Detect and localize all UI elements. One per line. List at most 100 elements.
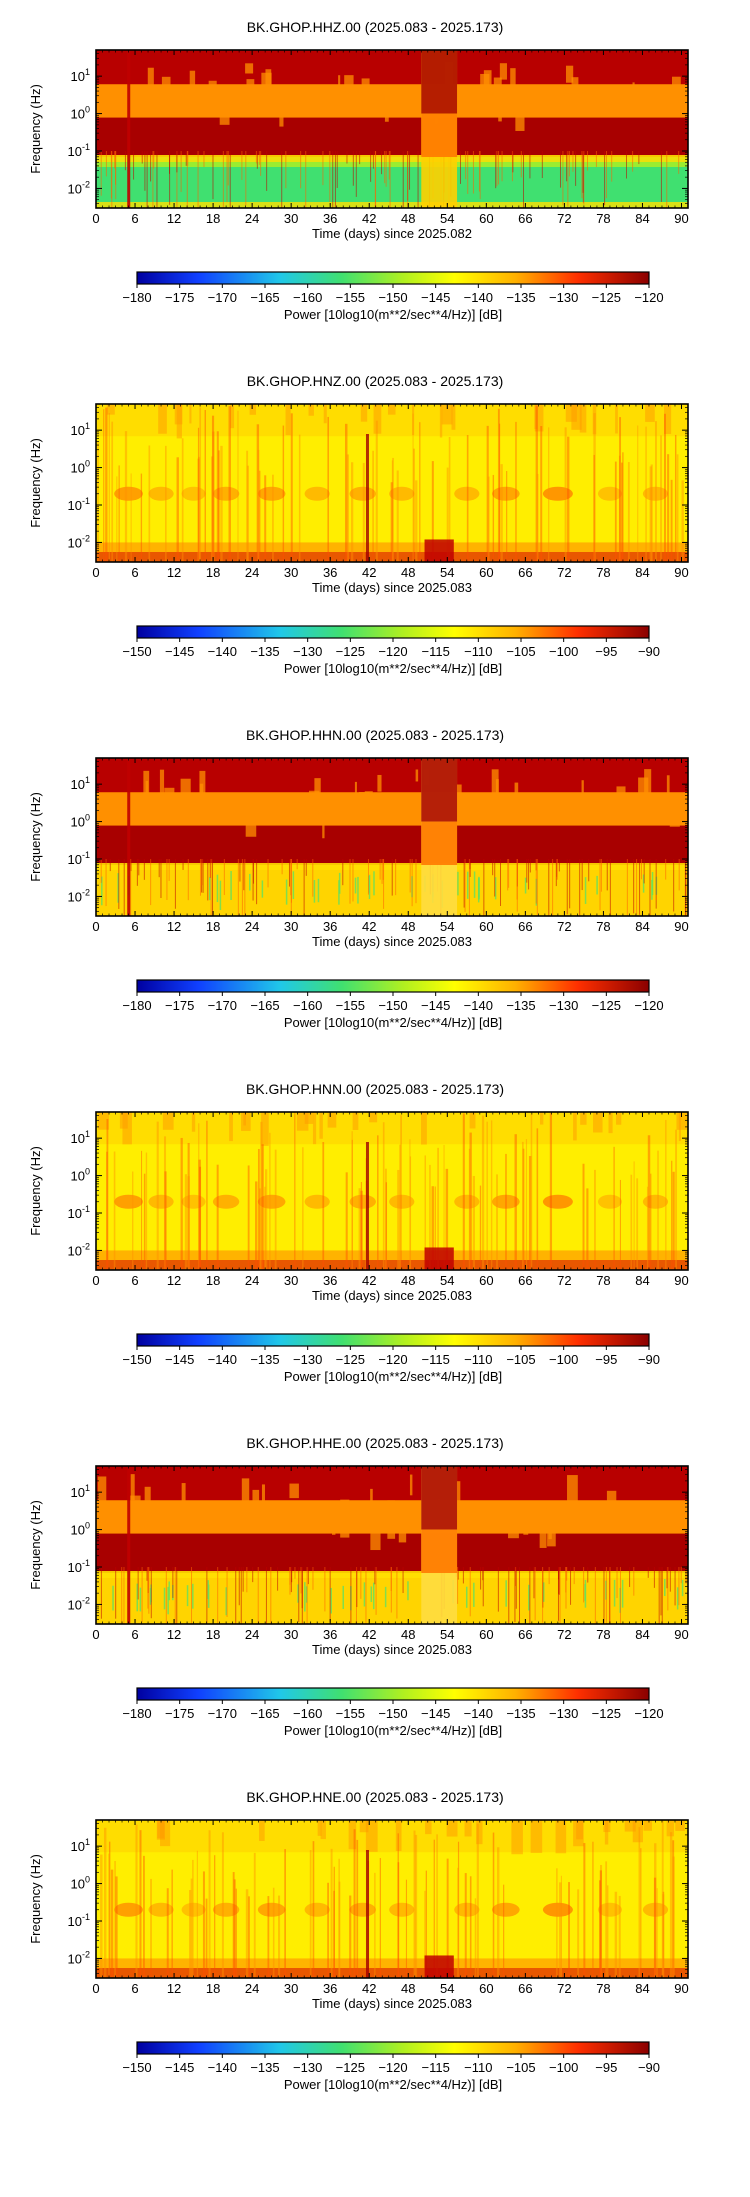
x-tick-label: 66 — [518, 1273, 532, 1288]
x-tick-label: 6 — [131, 1273, 138, 1288]
x-tick-label: 18 — [206, 919, 220, 934]
spectrogram-field — [96, 404, 688, 562]
x-tick-label: 48 — [401, 1981, 415, 1996]
x-tick-label: 60 — [479, 1273, 493, 1288]
x-tick-label: 0 — [92, 1627, 99, 1642]
x-axis-label: Time (days) since 2025.083 — [312, 580, 472, 595]
y-axis-label: Frequency (Hz) — [28, 1500, 43, 1590]
x-tick-label: 12 — [167, 1273, 181, 1288]
x-axis: 0 6 12 18 24 30 36 42 48 54 60 66 72 78 84 90 — [92, 758, 689, 934]
x-tick-label: 54 — [440, 565, 454, 580]
plot-frame — [95, 1111, 689, 1271]
colorbar-tick-label: −105 — [506, 1352, 535, 1367]
colorbar-tick-label: −130 — [293, 2060, 322, 2075]
x-tick-label: 54 — [440, 211, 454, 226]
y-tick-label: 10-1 — [68, 850, 90, 867]
colorbar-tick-label: −95 — [595, 2060, 617, 2075]
y-tick-label: 10-1 — [68, 496, 90, 513]
colorbar-tick-label: −125 — [592, 998, 621, 1013]
y-tick-label: 101 — [71, 1837, 90, 1854]
colorbar-tick-label: −140 — [464, 998, 493, 1013]
x-tick-label: 36 — [323, 1981, 337, 1996]
colorbar-label: Power [10log10(m**2/sec**4/Hz)] [dB] — [284, 307, 502, 322]
colorbar-tick-label: −120 — [378, 1352, 407, 1367]
x-axis-label: Time (days) since 2025.083 — [312, 1996, 472, 2011]
colorbar-tick-label: −165 — [250, 290, 279, 305]
x-tick-label: 66 — [518, 1981, 532, 1996]
colorbar-tick-label: −150 — [378, 290, 407, 305]
colorbar-tick-label: −180 — [122, 1706, 151, 1721]
x-tick-label: 48 — [401, 1627, 415, 1642]
plot-frame — [95, 757, 689, 917]
x-tick-label: 84 — [635, 1981, 649, 1996]
x-tick-label: 24 — [245, 919, 259, 934]
chart-title: BK.GHOP.HNE.00 (2025.083 - 2025.173) — [246, 1789, 503, 1805]
colorbar-gradient — [136, 1333, 650, 1347]
colorbar-tick-label: −95 — [595, 1352, 617, 1367]
colorbar-tick-label: −140 — [464, 1706, 493, 1721]
y-tick-label: 100 — [71, 1875, 90, 1892]
x-tick-label: 84 — [635, 919, 649, 934]
y-axis: 101 100 10-1 10-2 — [68, 403, 688, 563]
x-tick-label: 60 — [479, 1981, 493, 1996]
x-tick-label: 18 — [206, 1273, 220, 1288]
x-tick-label: 42 — [362, 1273, 376, 1288]
y-axis: 101 100 10-1 10-2 — [68, 757, 688, 917]
y-axis-label: Frequency (Hz) — [28, 792, 43, 882]
colorbar-tick-label: −160 — [293, 998, 322, 1013]
x-tick-label: 90 — [674, 1627, 688, 1642]
y-tick-label: 10-1 — [68, 1204, 90, 1221]
colorbar-tick-label: −120 — [378, 644, 407, 659]
x-tick-label: 30 — [284, 565, 298, 580]
colorbar-tick-label: −115 — [422, 1352, 450, 1367]
x-axis-label: Time (days) since 2025.082 — [312, 226, 472, 241]
x-tick-label: 12 — [167, 1981, 181, 1996]
x-tick-label: 72 — [557, 919, 571, 934]
colorbar-label: Power [10log10(m**2/sec**4/Hz)] [dB] — [284, 2077, 502, 2092]
x-tick-label: 66 — [518, 1627, 532, 1642]
x-axis: 0 6 12 18 24 30 36 42 48 54 60 66 72 78 84 90 — [92, 1820, 689, 1996]
colorbar-tick-label: −170 — [208, 998, 237, 1013]
x-tick-label: 30 — [284, 919, 298, 934]
colorbar-tick-label: −130 — [293, 644, 322, 659]
colorbar-tick-label: −135 — [506, 290, 535, 305]
colorbar-tick-label: −145 — [165, 644, 194, 659]
colorbar-tick-label: −180 — [122, 998, 151, 1013]
colorbar-label: Power [10log10(m**2/sec**4/Hz)] [dB] — [284, 1369, 502, 1384]
x-tick-label: 66 — [518, 565, 532, 580]
x-tick-label: 36 — [323, 211, 337, 226]
colorbar-gradient — [136, 271, 650, 285]
x-tick-label: 30 — [284, 1627, 298, 1642]
x-tick-label: 66 — [518, 211, 532, 226]
colorbar-tick-label: −165 — [250, 998, 279, 1013]
x-axis: 0 6 12 18 24 30 36 42 48 54 60 66 72 78 84 90 — [92, 404, 689, 580]
chart-title: BK.GHOP.HNZ.00 (2025.083 - 2025.173) — [247, 373, 504, 389]
colorbar-tick-label: −150 — [122, 1352, 151, 1367]
y-tick-label: 101 — [71, 67, 90, 84]
plot-frame — [95, 49, 689, 209]
colorbar-tick-label: −115 — [422, 644, 450, 659]
y-axis-label: Frequency (Hz) — [28, 438, 43, 528]
colorbar-tick-label: −130 — [549, 998, 578, 1013]
spectrogram-field — [96, 1820, 688, 1978]
x-tick-label: 72 — [557, 1627, 571, 1642]
colorbar-tick-label: −110 — [464, 1352, 492, 1367]
colorbar-tick-label: −125 — [336, 644, 365, 659]
spectrogram-field — [96, 758, 688, 916]
y-tick-label: 10-2 — [68, 533, 90, 550]
colorbar-tick-label: −100 — [549, 644, 578, 659]
y-axis-label: Frequency (Hz) — [28, 84, 43, 174]
colorbar-tick-label: −155 — [336, 290, 365, 305]
colorbar-tick-label: −140 — [208, 2060, 237, 2075]
x-tick-label: 78 — [596, 1273, 610, 1288]
x-tick-label: 48 — [401, 211, 415, 226]
x-tick-label: 0 — [92, 1273, 99, 1288]
x-tick-label: 84 — [635, 565, 649, 580]
colorbar-gradient — [136, 625, 650, 639]
x-axis: 0 6 12 18 24 30 36 42 48 54 60 66 72 78 84 90 — [92, 1112, 689, 1288]
colorbar-tick-label: −175 — [165, 290, 194, 305]
x-tick-label: 72 — [557, 565, 571, 580]
x-tick-label: 54 — [440, 919, 454, 934]
colorbar-tick-label: −130 — [549, 1706, 578, 1721]
